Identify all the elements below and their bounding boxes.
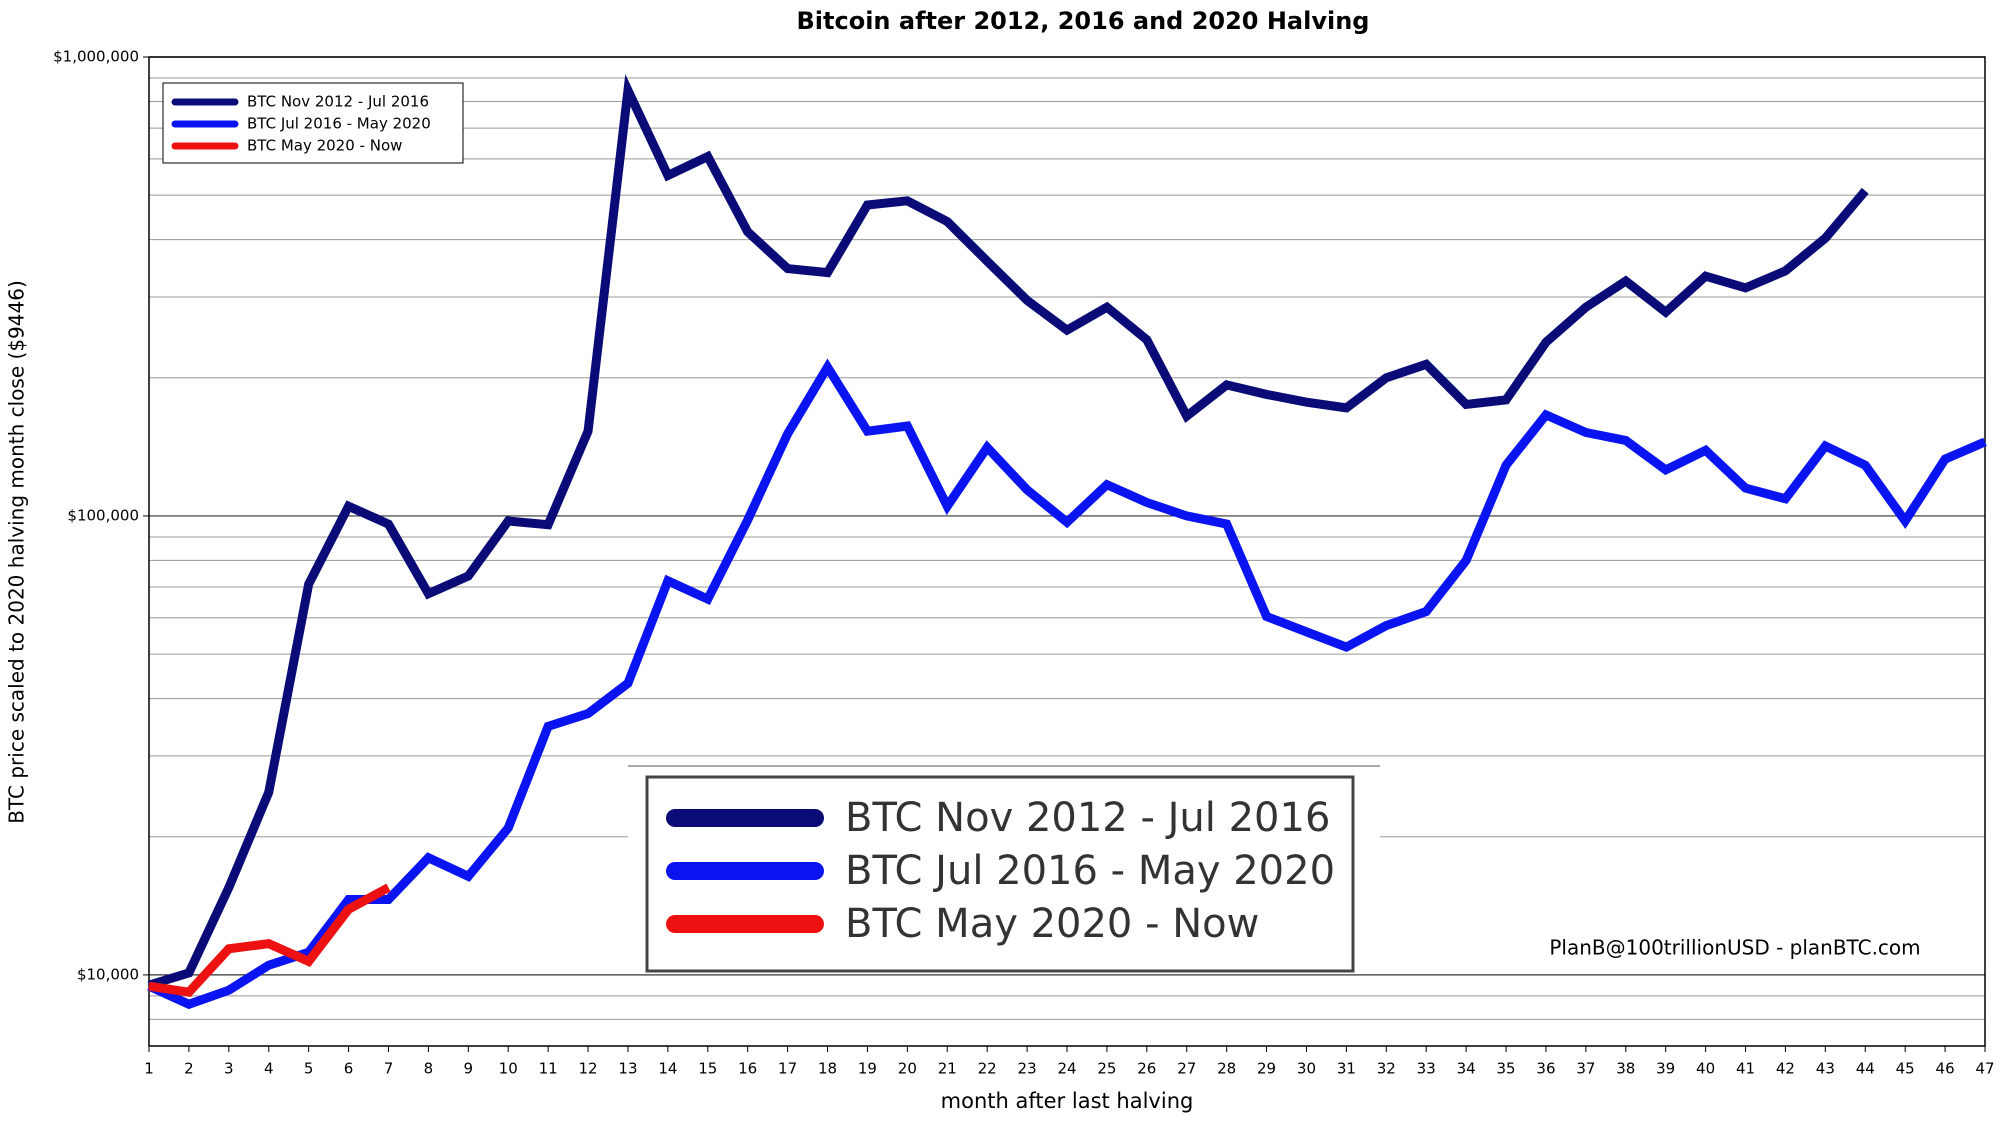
- legend-label-large: BTC May 2020 - Now: [845, 901, 1259, 947]
- x-tick-label: 27: [1177, 1060, 1196, 1078]
- x-tick-label: 7: [384, 1060, 394, 1078]
- x-axis-label: month after last halving: [941, 1089, 1194, 1113]
- series-line: [147, 358, 1987, 1010]
- x-tick-label: 43: [1816, 1060, 1835, 1078]
- x-tick-label: 47: [1975, 1060, 1994, 1078]
- x-tick-label: 2: [184, 1060, 194, 1078]
- x-tick-label: 25: [1097, 1060, 1116, 1078]
- x-tick-label: 16: [738, 1060, 757, 1078]
- x-tick-label: 40: [1696, 1060, 1715, 1078]
- x-tick-label: 14: [658, 1060, 677, 1078]
- x-tick-label: 32: [1377, 1060, 1396, 1078]
- x-tick-label: 42: [1776, 1060, 1795, 1078]
- x-tick-label: 6: [344, 1060, 354, 1078]
- x-tick-label: 46: [1936, 1060, 1955, 1078]
- x-tick-label: 10: [499, 1060, 518, 1078]
- x-tick-label: 30: [1297, 1060, 1316, 1078]
- x-tick-label: 21: [938, 1060, 957, 1078]
- y-tick-label: $10,000: [77, 965, 139, 983]
- x-tick-label: 29: [1257, 1060, 1276, 1078]
- x-tick-label: 45: [1896, 1060, 1915, 1078]
- x-tick-label: 3: [224, 1060, 234, 1078]
- x-tick-label: 41: [1736, 1060, 1755, 1078]
- y-tick-label: $100,000: [67, 506, 139, 524]
- x-tick-label: 20: [898, 1060, 917, 1078]
- plot-frame: [148, 56, 1986, 1047]
- x-tick-label: 37: [1576, 1060, 1595, 1078]
- series-line: [148, 883, 391, 997]
- legend-label-large: BTC Jul 2016 - May 2020: [845, 848, 1335, 894]
- x-tick-label: 34: [1457, 1060, 1476, 1078]
- x-tick-label: 5: [304, 1060, 314, 1078]
- x-tick-label: 17: [778, 1060, 797, 1078]
- legend-label-large: BTC Nov 2012 - Jul 2016: [845, 795, 1330, 841]
- x-tick-label: 26: [1137, 1060, 1156, 1078]
- y-axis-label: BTC price scaled to 2020 halving month c…: [5, 280, 29, 823]
- x-tick-label: 44: [1856, 1060, 1875, 1078]
- x-tick-label: 15: [698, 1060, 717, 1078]
- x-tick-label: 36: [1536, 1060, 1555, 1078]
- y-tick-label: $1,000,000: [53, 48, 139, 66]
- x-tick-label: 12: [578, 1060, 597, 1078]
- legend-label: BTC Nov 2012 - Jul 2016: [247, 93, 429, 111]
- x-tick-label: 13: [618, 1060, 637, 1078]
- x-tick-label: 19: [858, 1060, 877, 1078]
- x-tick-label: 8: [424, 1060, 434, 1078]
- x-tick-label: 18: [818, 1060, 837, 1078]
- legend-label: BTC May 2020 - Now: [247, 137, 402, 155]
- x-tick-label: 35: [1496, 1060, 1515, 1078]
- annotation: PlanB@100trillionUSD - planBTC.com: [1549, 936, 1920, 960]
- x-tick-label: 28: [1217, 1060, 1236, 1078]
- legend-label: BTC Jul 2016 - May 2020: [247, 115, 431, 133]
- x-tick-label: 11: [539, 1060, 558, 1078]
- x-tick-label: 1: [144, 1060, 154, 1078]
- x-tick-label: 4: [264, 1060, 274, 1078]
- x-tick-label: 39: [1656, 1060, 1675, 1078]
- x-tick-label: 9: [464, 1060, 474, 1078]
- x-tick-label: 23: [1018, 1060, 1037, 1078]
- chart-title: Bitcoin after 2012, 2016 and 2020 Halvin…: [797, 7, 1370, 35]
- x-tick-label: 33: [1417, 1060, 1436, 1078]
- series-line: [147, 74, 1869, 990]
- x-tick-label: 31: [1337, 1060, 1356, 1078]
- x-tick-label: 22: [978, 1060, 997, 1078]
- x-tick-label: 24: [1057, 1060, 1076, 1078]
- x-tick-label: 38: [1616, 1060, 1635, 1078]
